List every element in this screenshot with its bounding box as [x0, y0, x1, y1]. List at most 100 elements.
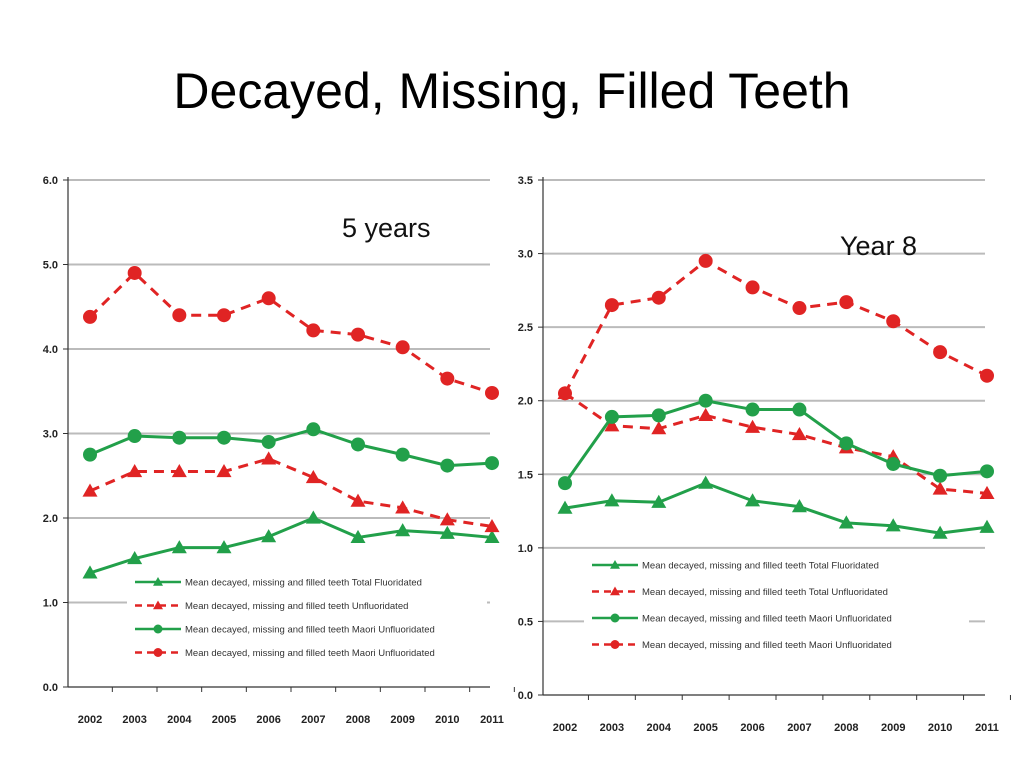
data-point — [484, 529, 500, 544]
x-tick-label: 2010 — [435, 714, 459, 726]
data-point — [395, 500, 411, 514]
data-point — [305, 469, 321, 484]
data-point — [604, 493, 620, 507]
data-point — [306, 323, 321, 338]
panel-label: 5 years — [342, 213, 431, 243]
data-point — [792, 402, 807, 417]
data-point — [651, 421, 667, 435]
y-tick-label: 5.0 — [43, 260, 58, 272]
x-tick-label: 2005 — [212, 714, 236, 726]
series-line — [563, 259, 988, 395]
y-tick-label: 1.0 — [43, 598, 58, 610]
data-point — [610, 586, 620, 596]
data-point — [838, 515, 854, 529]
x-tick-label: 2006 — [256, 714, 280, 726]
x-tick-label: 2003 — [600, 722, 624, 734]
data-point — [791, 427, 807, 441]
y-tick-label: 3.0 — [518, 249, 533, 261]
data-point — [610, 640, 620, 649]
legend-label: Mean decayed, missing and filled teeth T… — [185, 578, 422, 589]
legend-label: Mean decayed, missing and filled teeth M… — [185, 625, 435, 636]
legend-label: Mean decayed, missing and filled teeth M… — [185, 648, 435, 659]
x-tick-label: 2005 — [693, 722, 717, 734]
data-point — [351, 437, 365, 452]
data-point — [651, 408, 666, 423]
data-point — [440, 371, 455, 386]
data-point — [217, 308, 231, 323]
data-point — [485, 385, 499, 400]
data-point — [979, 485, 995, 500]
data-point — [651, 494, 667, 508]
data-point — [153, 648, 163, 657]
data-point — [557, 500, 573, 514]
x-tick-label: 2008 — [834, 722, 858, 734]
data-point — [485, 456, 499, 471]
data-point — [127, 464, 143, 478]
series-line — [89, 427, 493, 468]
data-point — [83, 309, 97, 324]
data-point — [698, 393, 713, 408]
y-tick-label: 2.5 — [518, 322, 533, 334]
data-point — [153, 577, 163, 586]
data-point — [610, 560, 620, 569]
legend-label: Mean decayed, missing and filled teeth U… — [185, 601, 408, 612]
series-line — [89, 516, 493, 575]
x-tick-label: 2007 — [787, 722, 811, 734]
data-point — [558, 386, 572, 401]
data-point — [305, 510, 321, 524]
data-point — [395, 447, 410, 462]
data-point — [350, 529, 366, 544]
data-point — [216, 540, 232, 554]
y-tick-label: 0.5 — [518, 616, 533, 628]
data-point — [604, 418, 620, 432]
x-tick-label: 2002 — [553, 722, 577, 734]
data-point — [698, 407, 714, 422]
legend-label: Mean decayed, missing and filled teeth T… — [642, 561, 879, 572]
legend-background — [127, 568, 487, 668]
data-point — [745, 493, 761, 507]
series-line — [563, 399, 988, 484]
data-point — [127, 429, 142, 444]
data-point — [439, 525, 455, 539]
data-point — [82, 483, 98, 497]
data-point — [791, 499, 807, 513]
y-tick-label: 1.0 — [518, 543, 533, 555]
chart-5-years: 0.0 1.0 2.0 3.0 4.0 5.0 6.0 2002 2003 2004 2005 200… — [43, 175, 515, 726]
legend-label: Mean decayed, missing and filled teeth M… — [642, 614, 892, 625]
data-point — [83, 447, 97, 462]
x-tick-label: 2004 — [647, 722, 672, 734]
data-point — [350, 493, 366, 507]
data-point — [261, 451, 277, 465]
data-point — [932, 525, 948, 539]
data-point — [980, 464, 994, 479]
data-point — [261, 291, 276, 306]
data-point — [886, 456, 901, 471]
slide-title: Decayed, Missing, Filled Teeth — [173, 63, 851, 119]
series-line — [89, 457, 493, 528]
data-point — [698, 253, 713, 268]
data-point — [933, 345, 948, 360]
data-point — [745, 280, 760, 295]
x-tick-label: 2008 — [346, 714, 370, 726]
data-point — [698, 475, 714, 489]
y-tick-label: 1.5 — [518, 469, 533, 481]
x-tick-label: 2009 — [881, 722, 905, 734]
data-point — [604, 409, 619, 424]
x-tick-label: 2002 — [78, 714, 102, 726]
y-tick-label: 2.0 — [43, 513, 58, 525]
legend-background — [584, 551, 969, 663]
data-point — [395, 340, 410, 355]
data-point — [153, 624, 163, 634]
x-tick-label: 2004 — [167, 714, 192, 726]
data-point — [932, 481, 948, 495]
x-tick-label: 2011 — [480, 714, 504, 726]
data-point — [558, 476, 572, 491]
data-point — [839, 436, 854, 451]
y-tick-label: 0.0 — [518, 690, 533, 702]
x-tick-label: 2006 — [740, 722, 764, 734]
y-tick-label: 4.0 — [43, 344, 58, 356]
data-point — [886, 314, 901, 329]
x-tick-label: 2011 — [975, 722, 999, 734]
data-point — [261, 529, 277, 543]
data-point — [651, 290, 666, 305]
